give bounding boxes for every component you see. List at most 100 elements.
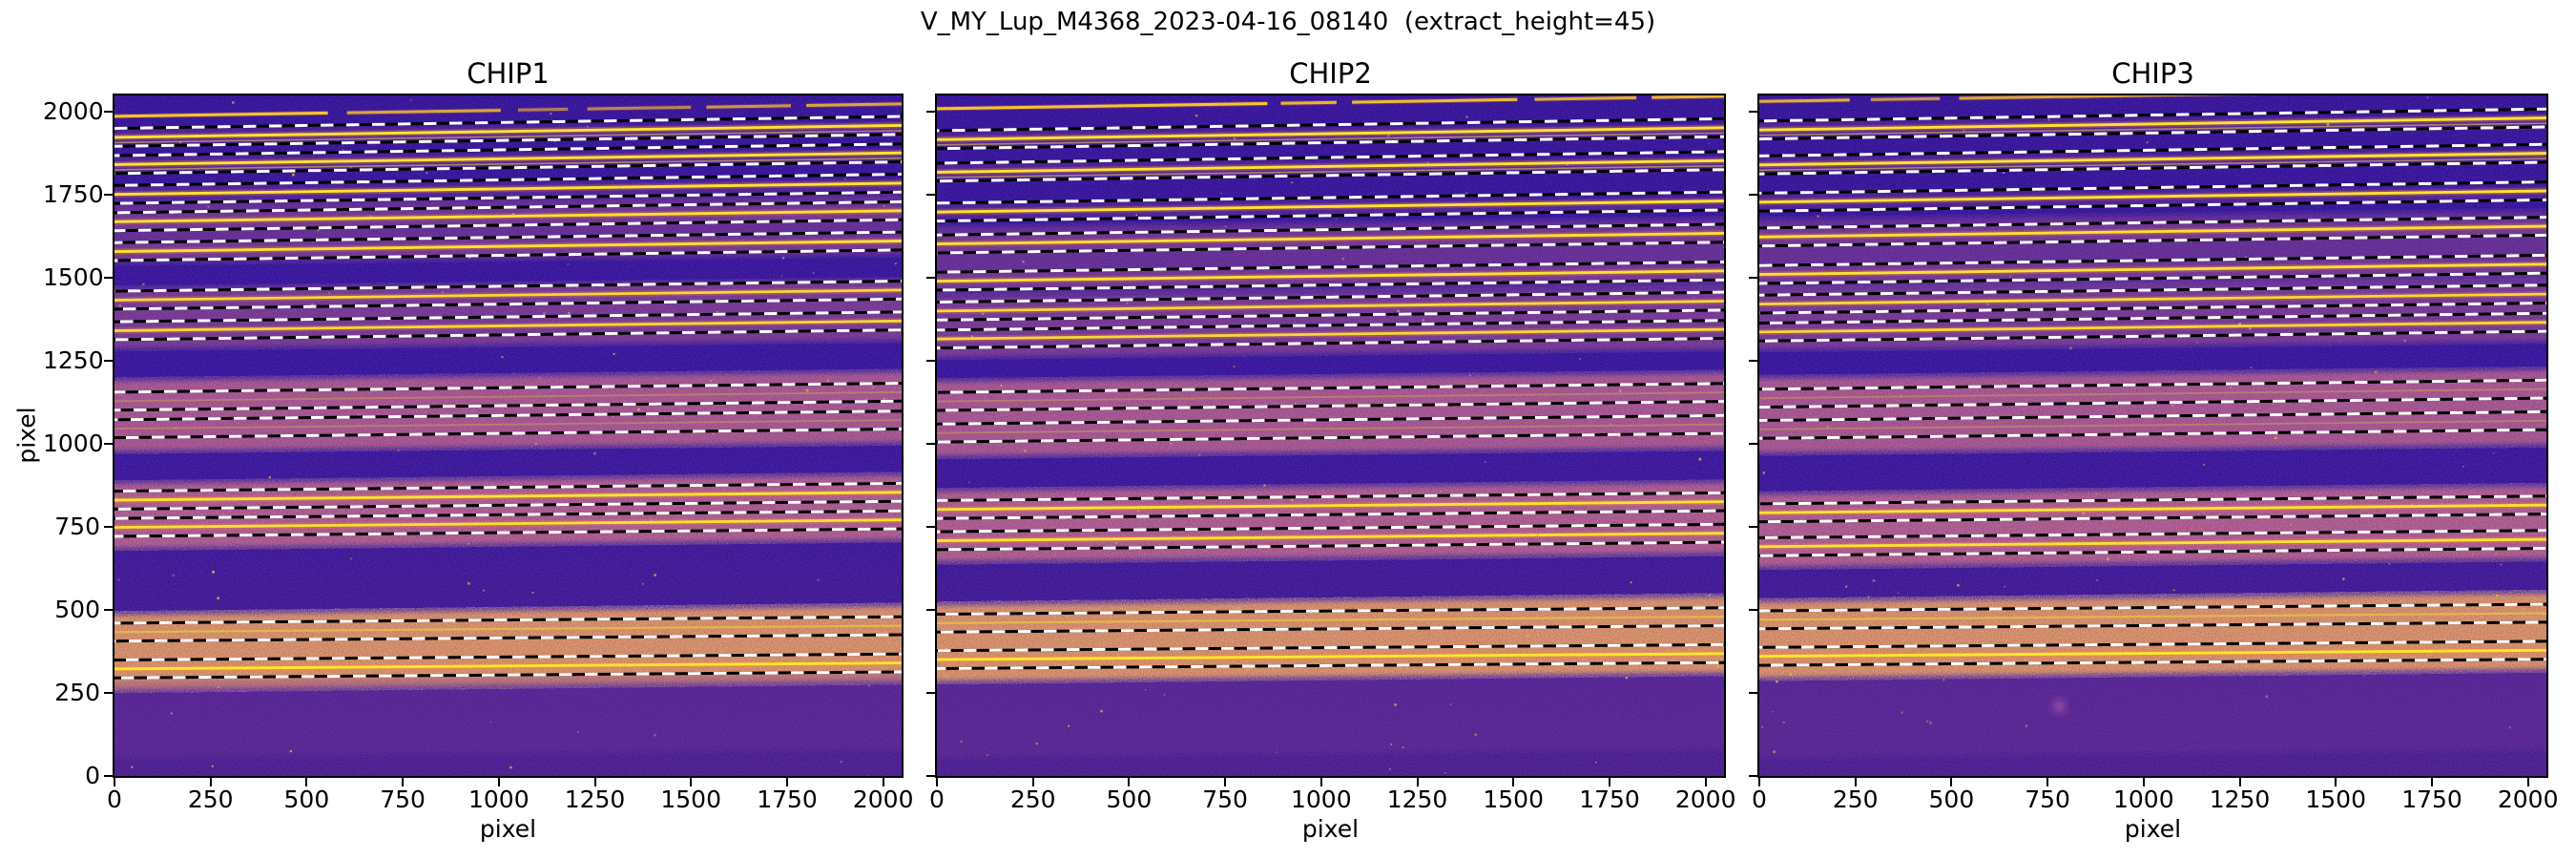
x-tick-label: 0 xyxy=(929,786,945,813)
x-tick xyxy=(2431,778,2433,786)
y-tick xyxy=(104,276,113,279)
x-axis-label-chip3: pixel xyxy=(2124,815,2182,843)
x-tick-label: 750 xyxy=(1202,786,1248,813)
x-tick xyxy=(1128,778,1131,786)
x-tick xyxy=(882,778,884,786)
x-tick xyxy=(1319,778,1322,786)
y-tick xyxy=(1749,359,1757,362)
x-tick-label: 250 xyxy=(1832,786,1879,813)
y-tick xyxy=(926,276,935,279)
x-tick-label: 1250 xyxy=(2209,786,2271,813)
panel-title-chip3: CHIP3 xyxy=(2111,57,2194,90)
y-tick xyxy=(1749,775,1757,777)
detector-image-chip1 xyxy=(113,94,904,778)
x-tick-label: 1250 xyxy=(564,786,626,813)
x-tick-label: 1000 xyxy=(467,786,530,813)
x-tick xyxy=(2526,778,2529,786)
detector-image-chip2 xyxy=(935,94,1726,778)
x-tick-label: 0 xyxy=(1752,786,1767,813)
x-tick-label: 2000 xyxy=(2497,786,2559,813)
x-tick-label: 250 xyxy=(1009,786,1056,813)
x-tick-label: 750 xyxy=(380,786,426,813)
x-tick xyxy=(1512,778,1515,786)
x-tick-label: 2000 xyxy=(852,786,914,813)
x-tick xyxy=(593,778,596,786)
x-axis-label-chip1: pixel xyxy=(479,815,537,843)
y-tick xyxy=(104,110,113,113)
y-tick xyxy=(104,193,113,196)
panel-title-chip1: CHIP1 xyxy=(467,57,550,90)
x-tick-label: 2000 xyxy=(1674,786,1736,813)
y-tick xyxy=(1749,525,1757,528)
x-tick xyxy=(786,778,788,786)
y-tick xyxy=(926,692,935,694)
y-tick xyxy=(926,193,935,196)
detector-svg-chip3 xyxy=(1759,95,2546,776)
x-tick-label: 1750 xyxy=(2401,786,2462,813)
x-tick xyxy=(209,778,212,786)
y-tick-label: 1250 xyxy=(43,346,104,374)
x-tick xyxy=(936,778,938,786)
y-tick-label: 250 xyxy=(54,679,100,706)
x-tick xyxy=(1854,778,1857,786)
detector-image-chip3 xyxy=(1757,94,2548,778)
x-axis-label-chip2: pixel xyxy=(1301,815,1360,843)
y-tick xyxy=(104,359,113,362)
x-tick xyxy=(1758,778,1760,786)
x-tick xyxy=(1416,778,1419,786)
y-axis-label: pixel xyxy=(12,407,41,464)
y-tick xyxy=(926,359,935,362)
y-tick xyxy=(1749,110,1757,113)
y-tick xyxy=(1749,442,1757,445)
x-tick-label: 500 xyxy=(283,786,330,813)
detector-svg-chip1 xyxy=(114,95,902,776)
x-tick xyxy=(2046,778,2049,786)
y-tick xyxy=(926,110,935,113)
y-tick xyxy=(104,525,113,528)
y-tick-label: 750 xyxy=(54,512,100,540)
x-tick xyxy=(2238,778,2241,786)
y-tick xyxy=(104,692,113,694)
x-tick-label: 1000 xyxy=(2112,786,2174,813)
x-tick xyxy=(1031,778,1034,786)
y-tick-label: 1000 xyxy=(43,429,104,457)
x-tick-label: 1500 xyxy=(2305,786,2366,813)
x-tick-label: 1750 xyxy=(757,786,818,813)
x-tick-label: 500 xyxy=(1106,786,1153,813)
x-tick xyxy=(1224,778,1227,786)
x-tick-label: 1000 xyxy=(1290,786,1352,813)
x-tick xyxy=(2142,778,2145,786)
y-tick xyxy=(1749,608,1757,611)
y-tick xyxy=(926,775,935,777)
x-tick xyxy=(402,778,405,786)
y-tick xyxy=(104,608,113,611)
y-tick xyxy=(926,442,935,445)
y-tick-label: 2000 xyxy=(43,96,104,125)
x-tick-label: 1750 xyxy=(1579,786,1640,813)
x-tick xyxy=(690,778,693,786)
detector-svg-chip2 xyxy=(937,95,1724,776)
x-tick xyxy=(1950,778,1953,786)
figure-title: V_MY_Lup_M4368_2023-04-16_08140 (extract… xyxy=(920,8,1656,36)
x-tick xyxy=(1609,778,1610,786)
x-tick xyxy=(305,778,308,786)
x-tick xyxy=(114,778,115,786)
x-tick-label: 1500 xyxy=(660,786,721,813)
y-tick xyxy=(104,442,113,445)
y-tick xyxy=(1749,692,1757,694)
x-tick-label: 1250 xyxy=(1386,786,1448,813)
panel-title-chip2: CHIP2 xyxy=(1289,57,1372,90)
y-tick xyxy=(1749,276,1757,279)
x-tick-label: 500 xyxy=(1928,786,1975,813)
y-tick xyxy=(926,608,935,611)
y-tick xyxy=(1749,193,1757,196)
x-tick-label: 1500 xyxy=(1483,786,1544,813)
x-tick-label: 0 xyxy=(107,786,122,813)
x-tick xyxy=(497,778,500,786)
x-tick-label: 750 xyxy=(2025,786,2070,813)
y-tick-label: 1500 xyxy=(43,262,104,291)
x-tick-label: 250 xyxy=(187,786,234,813)
y-tick-label: 500 xyxy=(54,595,100,623)
y-tick xyxy=(926,525,935,528)
y-tick-label: 1750 xyxy=(43,179,104,208)
